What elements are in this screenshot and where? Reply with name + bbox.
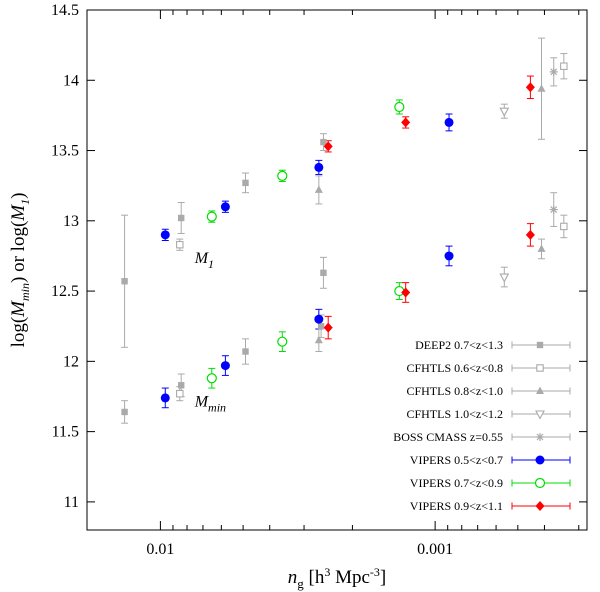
legend-marker — [536, 341, 544, 349]
y-tick-label: 11.5 — [52, 424, 79, 441]
data-point — [121, 278, 128, 285]
data-point — [560, 222, 568, 231]
data-point — [525, 82, 535, 93]
data-point — [176, 240, 184, 249]
plot-frame — [86, 9, 588, 531]
data-point — [394, 101, 405, 113]
y-tick-label: 12 — [63, 353, 79, 370]
data-point — [401, 287, 411, 298]
legend-marker — [535, 501, 545, 511]
legend-marker — [535, 410, 545, 420]
data-point — [560, 62, 568, 70]
legend-label: BOSS CMASS z=0.55 — [393, 430, 503, 444]
data-point — [323, 141, 333, 152]
data-point — [220, 361, 230, 371]
data-point — [121, 408, 128, 416]
data-point — [178, 382, 185, 389]
data-point — [314, 335, 323, 344]
data-point — [444, 117, 454, 127]
legend-label: VIPERS 0.5<z<0.7 — [410, 453, 503, 467]
data-point — [176, 389, 184, 398]
data-point — [160, 230, 170, 240]
data-point — [317, 323, 325, 330]
data-point — [549, 205, 558, 214]
data-point — [314, 162, 324, 172]
axis-titles: ng [h3 Mpc-3] log(Mmin) or log(M1) — [8, 193, 386, 591]
data-point — [206, 373, 217, 384]
legend-label: VIPERS 0.7<z<0.9 — [410, 476, 503, 490]
legend-marker — [534, 477, 546, 489]
y-tick-label: 11 — [64, 494, 79, 511]
data-point — [499, 107, 510, 117]
annotations: M1 Mmin — [194, 250, 226, 414]
data-point — [323, 322, 333, 333]
legend-label: DEEP2 0.7<z<1.3 — [415, 338, 503, 352]
data-point — [206, 211, 217, 222]
legend-marker — [536, 386, 544, 394]
y-tick-label: 14 — [63, 72, 79, 89]
data-point — [499, 273, 510, 283]
y-tick-label: 12.5 — [51, 283, 79, 300]
legend-marker — [535, 455, 545, 465]
data-point — [549, 67, 558, 76]
data-point — [320, 138, 327, 146]
data-point — [242, 348, 249, 355]
annotation-label: Mmin — [194, 393, 226, 414]
data-point — [525, 229, 535, 240]
y-tick-label: 14.5 — [51, 2, 79, 19]
legend-marker — [536, 433, 544, 441]
legend-marker — [536, 364, 544, 372]
axis-ticks: 11 11.5 12 12.5 13 13.5 14 14.5 0.01 0.001 — [51, 2, 587, 558]
x-tick-label: 0.01 — [146, 541, 174, 558]
data-point — [314, 314, 324, 324]
x-axis-title: ng [h3 Mpc-3] — [288, 565, 386, 591]
legend-label: CFHTLS 0.8<z<1.0 — [406, 384, 503, 398]
data-point — [277, 336, 288, 347]
y-tick-label: 13.5 — [51, 143, 79, 160]
x-tick-label: 0.001 — [417, 541, 453, 558]
annotation-label: M1 — [194, 250, 214, 271]
data-point — [537, 244, 546, 252]
legend: DEEP2 0.7<z<1.3 CFHTLS 0.6<z<0.8 CFHTLS 0.… — [393, 338, 571, 513]
data-point — [444, 251, 454, 261]
data-point — [314, 185, 323, 193]
data-point — [220, 202, 230, 212]
y-axis-title: log(Mmin) or log(M1) — [8, 193, 32, 348]
data-point — [537, 84, 546, 92]
legend-label: VIPERS 0.9<z<1.1 — [410, 499, 503, 513]
data-point — [242, 179, 249, 187]
legend-label: CFHTLS 0.6<z<0.8 — [406, 361, 503, 375]
data-point — [178, 214, 185, 222]
data-point — [277, 170, 288, 181]
y-tick-label: 13 — [63, 213, 79, 230]
data-markers — [121, 62, 568, 416]
legend-label: CFHTLS 1.0<z<1.2 — [406, 407, 503, 421]
data-point — [401, 117, 411, 128]
data-point — [320, 269, 327, 277]
data-point — [160, 393, 170, 403]
